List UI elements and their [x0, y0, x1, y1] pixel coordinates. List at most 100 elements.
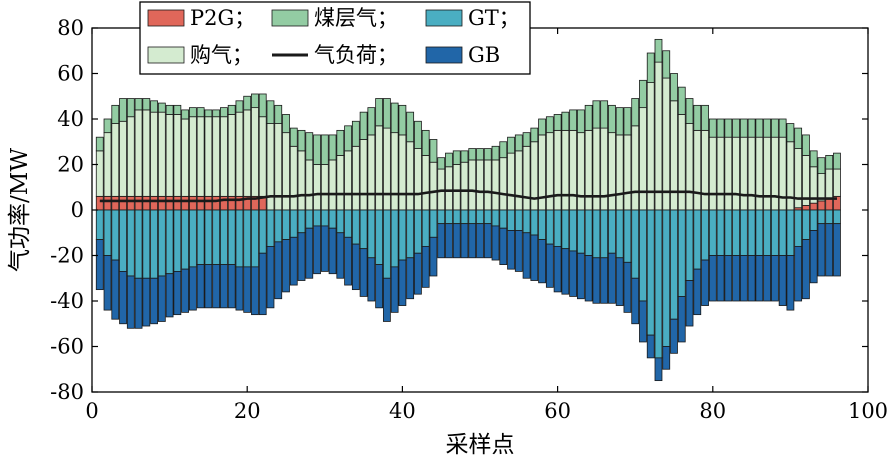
bar-gt: [538, 209, 546, 240]
bar-gt: [786, 209, 795, 256]
bar-purchase: [95, 150, 104, 197]
bar-gb: [825, 223, 834, 277]
bar-purchase: [421, 154, 430, 211]
bar-gt: [157, 209, 166, 277]
bar-gb: [188, 266, 197, 311]
bar-cbm: [739, 118, 748, 138]
bar-purchase: [375, 125, 384, 211]
bar-purchase: [770, 136, 779, 211]
bar-cbm: [305, 132, 314, 161]
bar-gt: [119, 209, 127, 272]
bar-gt: [297, 209, 306, 234]
bar-purchase: [204, 116, 213, 197]
legend-label-purchase: 购气；: [190, 43, 253, 67]
bar-gb: [243, 266, 252, 313]
bar-gb: [468, 223, 477, 259]
bar-gt: [499, 209, 508, 229]
bar-gb: [770, 255, 779, 302]
bar-purchase: [522, 145, 531, 211]
bar-cbm: [421, 129, 430, 156]
bar-cbm: [111, 104, 120, 124]
bar-purchase: [235, 111, 244, 197]
bar-gt: [220, 209, 228, 265]
bar-gt: [212, 209, 221, 265]
bar-cbm: [639, 79, 647, 109]
bar-gt: [732, 209, 740, 256]
bar-p2g: [188, 195, 197, 211]
bar-gt: [545, 209, 554, 245]
bar-purchase: [351, 145, 360, 211]
bar-gt: [662, 209, 671, 347]
bar-gb: [421, 245, 430, 288]
bar-cbm: [173, 104, 182, 115]
y-tick-label: 80: [57, 16, 84, 40]
bar-purchase: [569, 129, 578, 211]
bar-cbm: [483, 148, 492, 161]
x-axis-title: 采样点: [446, 432, 515, 458]
bar-cbm: [755, 118, 764, 138]
bar-purchase: [763, 136, 772, 211]
bar-gb: [344, 236, 352, 286]
bar-purchase: [220, 116, 228, 197]
bar-gt: [126, 209, 135, 277]
y-tick-label: 20: [57, 153, 84, 177]
bar-gt: [204, 209, 213, 265]
bar-gt: [328, 209, 337, 229]
bar-gt: [103, 209, 112, 256]
bar-cbm: [196, 107, 205, 118]
bar-cbm: [157, 102, 166, 113]
bar-p2g: [220, 195, 228, 211]
bar-p2g: [212, 195, 221, 211]
bar-gt: [235, 209, 244, 268]
bar-purchase: [406, 141, 415, 211]
bar-gb: [778, 255, 787, 306]
bar-purchase: [670, 100, 678, 211]
bar-gb: [119, 271, 127, 325]
bar-purchase: [359, 139, 368, 211]
bar-gb: [406, 257, 415, 300]
bar-gb: [615, 257, 624, 306]
bar-cbm: [514, 134, 523, 152]
y-tick-label: -60: [50, 335, 84, 359]
bar-purchase: [103, 132, 112, 197]
bar-p2g: [126, 195, 135, 211]
bar-gt: [677, 209, 686, 297]
bar-gt: [794, 209, 803, 247]
bar-purchase: [382, 127, 391, 211]
bar-p2g: [825, 198, 834, 211]
bar-purchase: [476, 159, 484, 211]
bar-gb: [227, 264, 236, 309]
bar-gt: [483, 209, 492, 225]
bar-gt: [367, 209, 376, 259]
bar-gt: [817, 209, 826, 225]
bar-gb: [608, 252, 616, 304]
bar-gt: [142, 209, 151, 279]
bar-gt: [313, 209, 321, 227]
bar-purchase: [289, 145, 298, 211]
bar-gt: [522, 209, 531, 234]
bar-gb: [460, 223, 469, 259]
bar-purchase: [755, 136, 764, 211]
legend-swatch-gb: [425, 46, 463, 64]
bar-cbm: [344, 125, 352, 152]
bar-cbm: [289, 127, 298, 147]
bar-purchase: [654, 61, 663, 211]
bar-cbm: [313, 134, 321, 165]
bar-gt: [654, 209, 663, 359]
bar-gb: [553, 245, 562, 293]
bar-gt: [747, 209, 756, 256]
bar-gt: [778, 209, 787, 256]
bar-p2g: [809, 202, 818, 211]
bar-gt: [452, 209, 461, 225]
bar-gb: [212, 264, 221, 309]
bar-gb: [654, 357, 663, 382]
y-tick-label: 40: [57, 107, 84, 131]
bar-cbm: [600, 100, 609, 129]
bar-p2g: [173, 195, 182, 211]
bar-purchase: [258, 116, 267, 197]
bar-gb: [382, 277, 391, 322]
bar-cbm: [134, 98, 143, 111]
bar-purchase: [491, 159, 500, 211]
bar-gt: [460, 209, 469, 225]
